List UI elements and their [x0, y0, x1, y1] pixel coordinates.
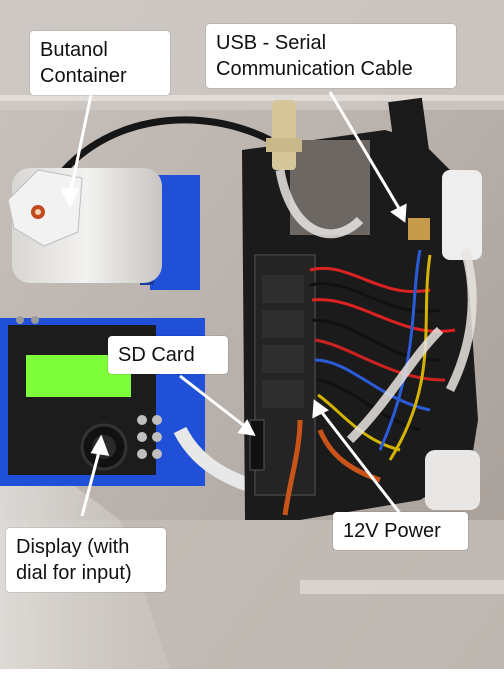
callout-butanol-container: Butanol Container	[30, 31, 170, 95]
callout-sd-card: SD Card	[108, 336, 228, 374]
arrow-sdcard	[179, 374, 248, 430]
display-screw-2	[31, 316, 39, 324]
brass-fitting	[272, 100, 296, 170]
callout-display: Display (with dial for input)	[6, 528, 166, 592]
display-screw-1	[16, 316, 24, 324]
bottle-cap-port-center	[35, 209, 41, 215]
callout-usb-line2: Communication Cable	[216, 58, 413, 80]
display-buttons	[137, 415, 162, 459]
callout-sdcard-line1: SD Card	[118, 344, 195, 366]
white-fitting-lower	[425, 450, 480, 510]
arrow-display	[80, 447, 102, 517]
callout-butanol-line2: Container	[40, 65, 127, 87]
brass-fitting-nut	[266, 138, 302, 152]
callout-butanol-line1: Butanol	[40, 39, 108, 61]
enclosure-rail	[300, 580, 504, 594]
wiring-harness	[282, 249, 456, 516]
callout-arrows	[60, 89, 407, 517]
clear-tubing	[275, 169, 477, 444]
callout-usb-line1: USB - Serial	[216, 32, 327, 54]
arrow-power	[318, 409, 404, 517]
arrow-usb	[328, 91, 402, 211]
sd-card-slot	[249, 419, 265, 471]
relay-blocks	[262, 275, 304, 408]
callout-power-line1: 12V Power	[343, 520, 441, 542]
enclosure-ridge	[0, 95, 504, 101]
callout-12v-power: 12V Power	[333, 512, 468, 550]
callout-display-line2: dial for input)	[16, 562, 132, 584]
usb-cable	[388, 97, 437, 213]
usb-connector	[408, 218, 430, 240]
arrow-butanol	[68, 89, 94, 196]
callout-display-line1: Display (with	[16, 536, 130, 558]
black-cable	[57, 116, 272, 178]
white-fitting-right	[442, 170, 482, 260]
callout-usb-serial-cable: USB - Serial Communication Cable	[206, 24, 456, 88]
